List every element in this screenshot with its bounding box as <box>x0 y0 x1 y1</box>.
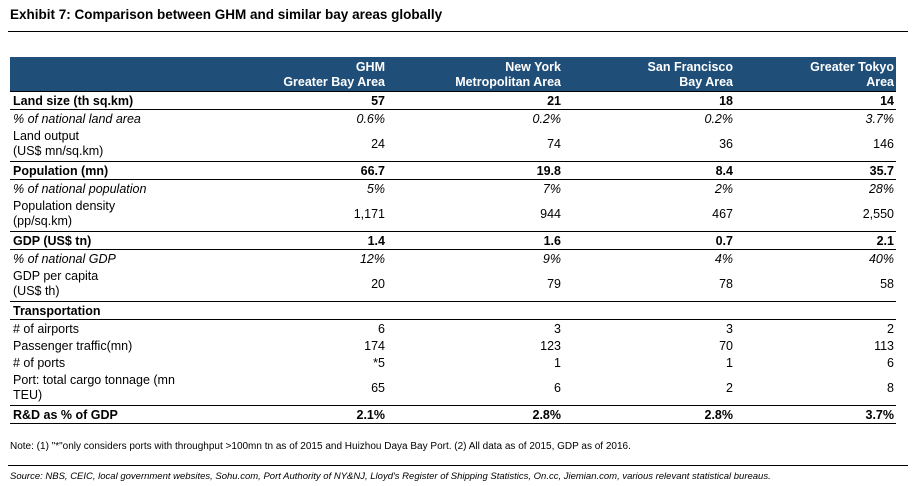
cell: 66.7 <box>263 161 387 180</box>
table-row: Passenger traffic(mn) 174 123 70 113 <box>10 337 896 354</box>
cell: 3 <box>554 321 561 336</box>
row-label: R&D as % of GDP <box>10 405 263 424</box>
table-row: # of ports *5 1 1 6 <box>10 354 896 371</box>
cell: 79 <box>547 276 561 291</box>
cell: 5% <box>366 181 385 196</box>
row-label: % of national land area <box>13 111 141 126</box>
table-row: Population (mn) 66.7 19.8 8.4 35.7 <box>10 161 896 180</box>
cell: 3.7% <box>735 405 896 424</box>
cell: 0.2% <box>704 111 734 126</box>
cell: 28% <box>868 181 894 196</box>
cell: 58 <box>880 276 894 291</box>
cell: 1,171 <box>353 206 385 221</box>
cell: 20 <box>371 276 385 291</box>
cell: 6 <box>887 355 894 370</box>
cell: 6 <box>378 321 385 336</box>
cell: 2,550 <box>862 206 894 221</box>
cell: 36 <box>719 136 733 151</box>
column-header-san-francisco: San Francisco Bay Area <box>563 57 735 92</box>
table-row: Port: total cargo tonnage (mn TEU) 65 6 2… <box>10 371 896 406</box>
section-label: Transportation <box>10 301 263 320</box>
row-label: GDP (US$ tn) <box>10 231 263 250</box>
cell: 174 <box>364 338 385 353</box>
table-row: R&D as % of GDP 2.1% 2.8% 2.8% 3.7% <box>10 405 896 424</box>
cell: 8.4 <box>563 161 735 180</box>
row-label: Port: total cargo tonnage (mn TEU) <box>13 373 175 402</box>
cell: 2.1% <box>263 405 387 424</box>
cell: 14 <box>735 91 896 110</box>
cell: 3 <box>726 321 733 336</box>
table-row: Population density (pp/sq.km) 1,171 944 4… <box>10 197 896 232</box>
cell: 1.4 <box>263 231 387 250</box>
table-row: % of national population 5% 7% 2% 28% <box>10 180 896 198</box>
row-label: Land size (th sq.km) <box>10 91 263 110</box>
cell: 2% <box>714 181 733 196</box>
row-label: % of national GDP <box>13 251 116 266</box>
cell: 2.1 <box>735 231 896 250</box>
table-row: Land size (th sq.km) 57 21 18 14 <box>10 91 896 110</box>
header-blank <box>10 57 263 92</box>
row-label: % of national population <box>13 181 147 196</box>
footnote: Note: (1) "*"only considers ports with t… <box>10 441 631 452</box>
table-row: GDP per capita (US$ th) 20 79 78 58 <box>10 267 896 302</box>
table-row: % of national GDP 12% 9% 4% 40% <box>10 250 896 268</box>
cell: 65 <box>371 380 385 395</box>
cell: 19.8 <box>387 161 563 180</box>
title-rule <box>8 31 908 32</box>
source-rule <box>8 465 908 466</box>
cell: 21 <box>387 91 563 110</box>
column-header-new-york: New York Metropolitan Area <box>387 57 563 92</box>
cell: 24 <box>371 136 385 151</box>
cell: 12% <box>359 251 385 266</box>
table-row: % of national land area 0.6% 0.2% 0.2% 3… <box>10 110 896 128</box>
cell: 18 <box>563 91 735 110</box>
source-line: Source: NBS, CEIC, local government webs… <box>10 471 771 482</box>
cell: 2 <box>887 321 894 336</box>
cell: 2.8% <box>387 405 563 424</box>
column-header-ghm: GHM Greater Bay Area <box>263 57 387 92</box>
cell: 35.7 <box>735 161 896 180</box>
cell: 78 <box>719 276 733 291</box>
cell: 146 <box>873 136 894 151</box>
row-label: Population density (pp/sq.km) <box>13 199 116 228</box>
row-label: Land output (US$ mn/sq.km) <box>13 129 104 158</box>
cell: 70 <box>719 338 733 353</box>
cell: 467 <box>712 206 733 221</box>
comparison-table: GHM Greater Bay Area New York Metropolitan… <box>10 57 896 424</box>
cell: 8 <box>887 380 894 395</box>
table-row: Land output (US$ mn/sq.km) 24 74 36 146 <box>10 127 896 162</box>
cell: 0.6% <box>356 111 386 126</box>
column-header-tokyo: Greater Tokyo Area <box>735 57 896 92</box>
cell: 0.7 <box>563 231 735 250</box>
row-label: # of ports <box>13 355 66 370</box>
table-row: GDP (US$ tn) 1.4 1.6 0.7 2.1 <box>10 231 896 250</box>
cell: 74 <box>547 136 561 151</box>
cell: 944 <box>540 206 561 221</box>
cell: 2 <box>726 380 733 395</box>
row-label: Passenger traffic(mn) <box>13 338 133 353</box>
row-label: # of airports <box>13 321 80 336</box>
cell: 1.6 <box>387 231 563 250</box>
header-row: GHM Greater Bay Area New York Metropolitan… <box>10 57 896 92</box>
cell: 9% <box>542 251 561 266</box>
cell: 1 <box>726 355 733 370</box>
row-label: Population (mn) <box>10 161 263 180</box>
cell: 113 <box>874 338 894 353</box>
cell: 0.2% <box>532 111 562 126</box>
cell: 7% <box>542 181 561 196</box>
cell: 123 <box>540 338 561 353</box>
exhibit-title: Exhibit 7: Comparison between GHM and si… <box>10 7 443 22</box>
cell: 3.7% <box>865 111 895 126</box>
cell: 6 <box>554 380 561 395</box>
section-row-transportation: Transportation <box>10 301 896 320</box>
cell: 1 <box>554 355 561 370</box>
cell: 4% <box>714 251 733 266</box>
row-label: GDP per capita (US$ th) <box>13 269 99 298</box>
table-row: # of airports 6 3 3 2 <box>10 320 896 338</box>
cell: 57 <box>263 91 387 110</box>
cell: *5 <box>373 355 385 370</box>
cell: 2.8% <box>563 405 735 424</box>
cell: 40% <box>868 251 894 266</box>
